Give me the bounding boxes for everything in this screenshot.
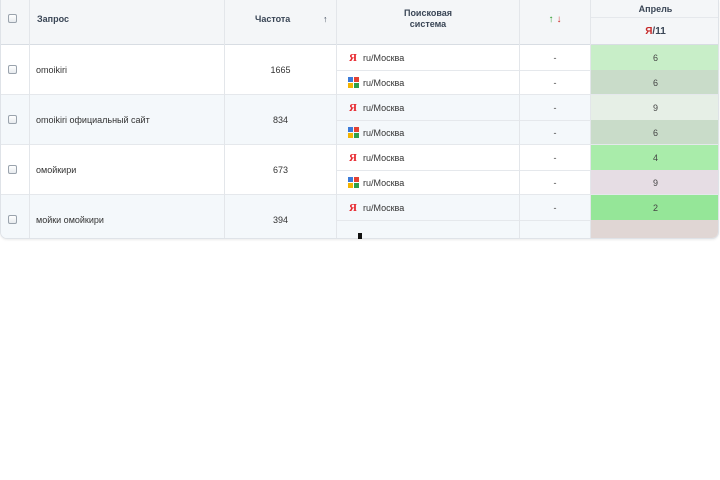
rank-value	[591, 220, 718, 238]
google-icon	[347, 70, 359, 95]
row-checkbox[interactable]	[8, 214, 19, 225]
sub-row-divider	[337, 120, 718, 121]
change-value	[520, 220, 590, 238]
region-text: ru/Москва	[363, 102, 405, 113]
query-text[interactable]: мойки омойкири	[36, 215, 104, 225]
date-separator: /	[652, 25, 656, 37]
rank-value: 6	[652, 127, 658, 138]
change-value: -	[553, 127, 557, 138]
rank-cell	[591, 70, 718, 95]
query-text[interactable]: omoikiri	[36, 65, 68, 75]
change-value: -	[553, 102, 557, 113]
sort-arrow-icon[interactable]: ↑	[323, 14, 328, 24]
column-header-query[interactable]: Запрос	[37, 14, 69, 24]
rank-value: 4	[652, 152, 658, 163]
rank-cell	[591, 120, 718, 145]
change-value: -	[553, 52, 557, 63]
query-text[interactable]: омойкири	[36, 165, 77, 175]
row-checkbox[interactable]	[8, 64, 19, 75]
row-checkbox[interactable]	[8, 114, 19, 125]
arrow-down-icon: ↓	[556, 13, 562, 25]
rank-cell	[591, 45, 718, 70]
column-divider	[224, 0, 225, 238]
sub-row-divider	[337, 220, 718, 221]
region-text: ru/Москва	[363, 177, 405, 188]
frequency-value: 394	[272, 215, 289, 225]
region-text: ru/Москва	[363, 77, 405, 88]
arrow-up-icon: ↑	[548, 13, 554, 25]
rank-cell	[591, 95, 718, 120]
row-divider	[1, 144, 718, 145]
column-divider	[29, 0, 30, 238]
google-icon	[347, 170, 359, 195]
change-value: -	[553, 152, 557, 163]
mouse-cursor	[358, 233, 362, 239]
frequency-value: 834	[272, 115, 289, 125]
change-value: -	[553, 177, 557, 188]
google-icon	[347, 120, 359, 145]
rank-value: 6	[652, 52, 658, 63]
column-header-search-engine-line1: Поисковая	[403, 8, 453, 18]
date-day: 11	[655, 25, 666, 37]
column-header-date[interactable]: Я / 11	[591, 24, 718, 38]
select-all-checkbox[interactable]	[8, 13, 19, 24]
header-divider	[1, 44, 718, 45]
yandex-icon: Я	[349, 201, 357, 214]
column-header-search-engine-line2: система	[409, 19, 447, 29]
sub-row-divider	[337, 170, 718, 171]
rank-cell	[591, 195, 718, 220]
rank-cell	[591, 170, 718, 195]
column-divider	[519, 0, 520, 238]
yandex-icon: Я	[349, 151, 357, 164]
month-divider	[591, 17, 718, 18]
change-value: -	[553, 202, 557, 213]
column-divider	[336, 0, 337, 238]
frequency-value: 1665	[270, 65, 291, 75]
rank-value: 2	[652, 202, 658, 213]
region-text: ru/Москва	[363, 152, 405, 163]
rank-value: 9	[652, 177, 658, 188]
row-divider	[1, 94, 718, 95]
yandex-icon: Я	[349, 101, 357, 114]
row-checkbox[interactable]	[8, 164, 19, 175]
change-value: -	[553, 77, 557, 88]
region-text: ru/Москва	[363, 202, 405, 213]
region-text: ru/Москва	[363, 52, 405, 63]
table-row	[1, 195, 591, 238]
rank-value: 6	[652, 77, 658, 88]
yandex-date-letter: Я	[645, 25, 653, 37]
row-divider	[1, 194, 718, 195]
rank-cell	[591, 145, 718, 170]
column-divider	[590, 0, 591, 238]
sub-row-divider	[337, 70, 718, 71]
column-header-month: Апрель	[638, 3, 673, 14]
rank-value: 9	[652, 102, 658, 113]
region-text: ru/Москва	[363, 127, 405, 138]
column-header-change[interactable]: ↑ ↓	[520, 12, 590, 26]
table-header	[1, 0, 718, 44]
query-text[interactable]: omoikiri официальный сайт	[36, 115, 150, 125]
rank-cell	[591, 220, 718, 238]
yandex-icon: Я	[349, 51, 357, 64]
frequency-value: 673	[272, 165, 289, 175]
column-header-frequency[interactable]: Частота	[255, 14, 291, 24]
